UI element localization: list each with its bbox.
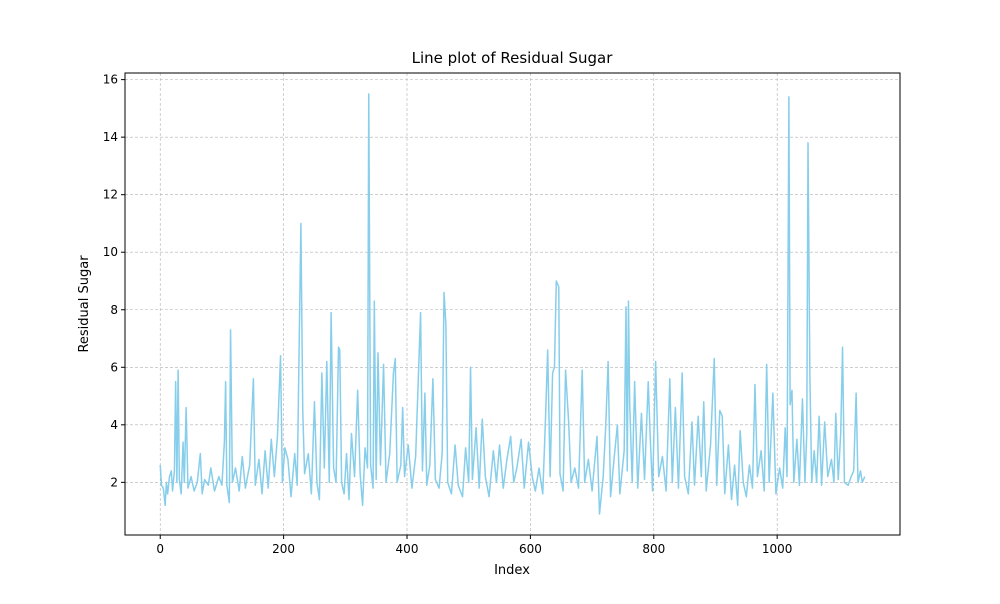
x-tick-label: 200 — [272, 542, 295, 556]
y-tick-label: 16 — [103, 73, 118, 87]
plot-frame — [124, 72, 901, 536]
x-axis-label: Index — [494, 563, 530, 578]
y-tick-label: 6 — [110, 360, 118, 374]
y-axis-label: Residual Sugar — [77, 255, 92, 353]
y-tick-label: 14 — [103, 130, 118, 144]
data-line — [159, 93, 866, 515]
x-tick-label: 1000 — [762, 542, 793, 556]
x-tick-label: 600 — [519, 542, 542, 556]
x-tick-label: 800 — [642, 542, 665, 556]
y-tick-label: 12 — [103, 188, 118, 202]
x-tick-label: 400 — [396, 542, 419, 556]
y-tick-label: 4 — [110, 418, 118, 432]
chart-title: Line plot of Residual Sugar — [412, 49, 614, 67]
y-tick-label: 8 — [110, 303, 118, 317]
x-tick-label: 0 — [156, 542, 164, 556]
y-tick-label: 10 — [103, 245, 118, 259]
y-tick-label: 2 — [110, 475, 118, 489]
